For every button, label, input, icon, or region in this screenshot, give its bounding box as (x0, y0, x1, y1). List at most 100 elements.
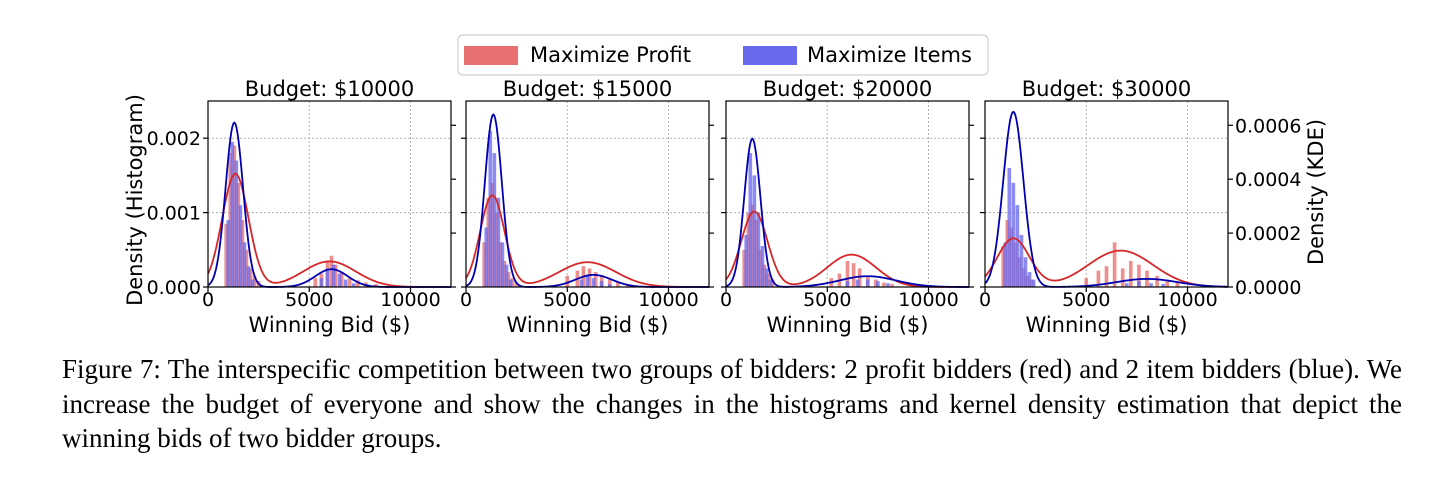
profit-hist-bar-7 (1025, 275, 1030, 287)
profit-hist-bar-13 (1120, 268, 1125, 287)
profit-hist-bar-6 (502, 260, 507, 287)
x-tick-label: 0 (720, 289, 732, 311)
x-tick-label: 5000 (1062, 289, 1110, 311)
profit-hist-bar-8 (770, 279, 775, 287)
profit-hist-bar-19 (1175, 282, 1180, 287)
profit-hist-bar-7 (766, 273, 771, 287)
items-hist-bar-3 (1011, 182, 1016, 287)
x-tick-label: 5000 (803, 289, 851, 311)
items-hist-bar-7 (508, 279, 513, 287)
x-tick-label: 10000 (898, 289, 958, 311)
profit-hist-bar-3 (1009, 227, 1014, 287)
profit-hist-bar-17 (890, 284, 894, 287)
profit-hist-bar-3 (232, 145, 237, 287)
x-tick-label: 10000 (1157, 289, 1217, 311)
x-tick-label: 0 (202, 289, 214, 311)
x-tick-label: 0 (460, 289, 472, 311)
items-hist-bar-5 (1019, 234, 1024, 287)
items-hist-bar-11 (876, 281, 880, 287)
items-hist-bar-7 (1027, 272, 1032, 287)
profit-hist-bar-16 (882, 282, 886, 287)
profit-hist-bar-14 (593, 272, 598, 287)
figure-caption: Figure 7: The interspecific competition … (62, 354, 1402, 453)
items-hist-bar-10 (591, 278, 596, 287)
profit-hist-bar-15 (874, 279, 878, 287)
items-hist-bar-6 (246, 266, 251, 287)
profit-hist-bar-4 (1013, 242, 1018, 287)
profit-hist-bar-1 (742, 249, 747, 287)
items-hist-bar-13 (351, 283, 356, 287)
items-hist-bar-8 (579, 279, 584, 287)
profit-hist-bar-5 (758, 249, 763, 287)
profit-hist-bar-4 (236, 182, 241, 287)
kde-curve-items (984, 110, 1229, 288)
items-hist-bar-12 (1161, 284, 1166, 287)
profit-hist-bar-3 (750, 205, 755, 287)
profit-hist-bar-8 (252, 275, 257, 287)
profit-hist-bar-4 (494, 212, 499, 287)
legend-swatch-profit (464, 46, 518, 65)
profit-hist-bar-5 (240, 220, 245, 287)
items-hist-bar-4 (1015, 205, 1020, 287)
profit-hist-bar-8 (1029, 279, 1034, 287)
items-hist-bar-6 (504, 264, 509, 287)
legend: Maximize Profit Maximize Items (457, 34, 989, 76)
y-tick-label-right: 0.0006 (1235, 115, 1301, 137)
panel-frame (465, 100, 710, 288)
items-hist-bar-1 (1003, 242, 1008, 287)
x-tick-label: 0 (979, 289, 991, 311)
items-hist-bar-4 (238, 205, 243, 287)
kde-curve-profit (984, 237, 1229, 288)
items-hist-bar-9 (325, 268, 330, 287)
x-axis-label: Winning Bid ($) (507, 313, 669, 337)
profit-hist-bar-1 (482, 242, 487, 287)
x-tick-label: 10000 (638, 289, 698, 311)
panel-title: Budget: $10000 (245, 77, 414, 101)
items-hist-bar-3 (492, 153, 497, 287)
legend-label-profit: Maximize Profit (530, 43, 691, 67)
items-hist-bar-8 (845, 281, 850, 287)
items-hist-bar-3 (752, 175, 757, 287)
items-hist-bar-7 (768, 279, 773, 287)
items-hist-bar-4 (756, 212, 761, 287)
profit-hist-bar-13 (857, 268, 862, 287)
items-hist-bar-5 (760, 246, 765, 287)
x-axis-label: Winning Bid ($) (1026, 313, 1188, 337)
items-hist-bar-8 (1031, 279, 1036, 287)
items-hist-bar-5 (500, 242, 505, 287)
profit-hist-bar-11 (1104, 266, 1109, 287)
items-hist-bar-11 (1149, 283, 1153, 287)
items-hist-bar-1 (484, 227, 489, 287)
profit-hist-bar-7 (506, 272, 511, 287)
profit-hist-bar-16 (607, 279, 612, 287)
profit-hist-bar-2 (486, 197, 491, 287)
profit-hist-bar-5 (498, 242, 503, 287)
items-hist-bar-6 (1023, 257, 1028, 287)
items-hist-bar-11 (337, 273, 342, 287)
items-hist-bar-9 (855, 279, 860, 287)
profit-hist-bar-2 (228, 153, 233, 287)
y-tick-label: 0.002 (147, 128, 201, 150)
x-tick-label: 10000 (380, 289, 440, 311)
profit-hist-bar-10 (313, 278, 318, 287)
profit-hist-bar-14 (333, 264, 338, 287)
profit-hist-bar-4 (754, 220, 759, 287)
profit-hist-bar-1 (224, 223, 229, 287)
y-tick-label: 0.001 (147, 203, 201, 225)
profit-hist-bar-6 (1021, 268, 1026, 287)
panel-frame (725, 100, 970, 288)
items-hist-bar-9 (1124, 283, 1129, 287)
items-hist-bar-7 (250, 279, 255, 287)
y-axis-label-left: Density (Histogram) (123, 94, 147, 306)
items-hist-bar-9 (585, 275, 590, 287)
profit-hist-bar-9 (514, 282, 519, 287)
items-hist-bar-3 (234, 160, 239, 287)
profit-hist-bar-2 (1005, 220, 1010, 287)
panel-frame (984, 100, 1229, 288)
profit-hist-bar-17 (616, 282, 620, 287)
items-hist-bar-2 (748, 153, 753, 287)
legend-label-items: Maximize Items (807, 43, 972, 67)
